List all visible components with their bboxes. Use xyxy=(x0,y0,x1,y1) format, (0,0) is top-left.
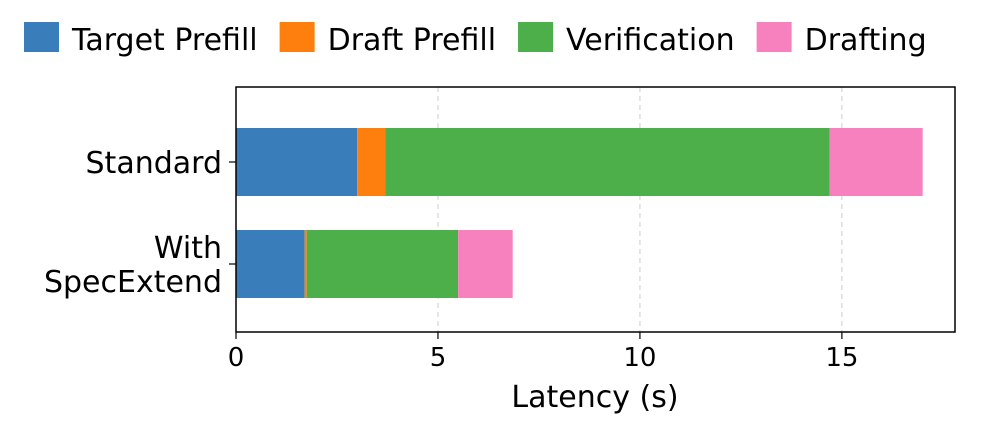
category-label: Standard xyxy=(86,146,222,181)
x-tick-label: 5 xyxy=(430,343,447,373)
bar-segment xyxy=(385,128,830,196)
plot-frame xyxy=(235,86,956,333)
x-axis-ticks: 0 5 10 15 xyxy=(228,332,858,373)
bars xyxy=(236,128,923,298)
legend-label: Draft Prefill xyxy=(328,23,496,58)
legend-swatch xyxy=(24,22,59,52)
bar-segment xyxy=(236,230,305,298)
bar-segment xyxy=(236,128,358,196)
legend-label: Drafting xyxy=(805,23,927,58)
legend: Target Prefill Draft Prefill Verification D… xyxy=(24,22,927,58)
bar-segment xyxy=(306,230,459,298)
x-axis-label: Latency (s) xyxy=(511,380,678,415)
legend-label: Verification xyxy=(566,23,735,58)
legend-swatch xyxy=(518,22,554,52)
legend-label: Target Prefill xyxy=(71,23,258,58)
x-tick-label: 0 xyxy=(228,343,245,373)
bar-segment xyxy=(458,230,513,298)
bar-segment xyxy=(829,128,923,196)
bar-segment xyxy=(304,230,307,298)
legend-swatch xyxy=(279,22,315,52)
x-tick-label: 10 xyxy=(623,343,656,373)
category-label: With SpecExtend xyxy=(44,231,222,300)
legend-swatch xyxy=(756,22,792,52)
y-axis-categories: Standard With SpecExtend xyxy=(44,146,236,300)
x-tick-label: 15 xyxy=(825,343,858,373)
grid-lines xyxy=(437,87,843,332)
bar-segment xyxy=(357,128,386,196)
